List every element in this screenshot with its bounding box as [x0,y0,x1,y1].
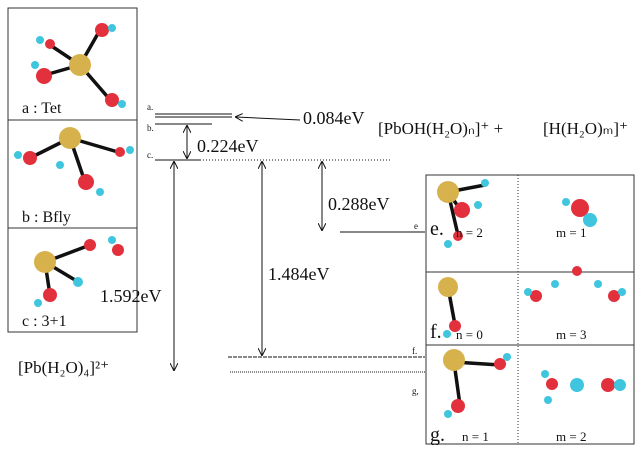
panel-label: e. [430,218,444,240]
n-label: n = 0 [456,327,483,342]
level-label: g, [412,386,419,396]
panel-label: a : Tet [22,100,62,117]
energy-label: 1.484eV [268,264,330,284]
energy-label: 1.592eV [100,286,162,306]
panel-label: b : Bfly [22,209,71,226]
panel-label: g. [430,424,445,445]
left-panels [8,8,137,332]
energy-label: 0.084eV [303,108,365,128]
product-label: [PbOH(H₂O)ₙ]⁺ + [378,119,503,138]
reactant-label: [Pb(H₂O)₄]²⁺ [18,358,109,377]
panel-label: f. [430,321,442,343]
molecules-left [14,23,134,307]
m-label: m = 2 [556,429,586,444]
level-label: f. [412,346,417,356]
level-label: a. [147,102,153,112]
n-label: n = 2 [456,225,483,240]
energy-levels [155,114,425,372]
m-label: m = 3 [556,327,586,342]
product-label: [H(H₂O)ₘ]⁺ [543,119,628,138]
level-label: c. [147,150,153,160]
panel-label: c : 3+1 [22,313,67,330]
energy-label: 0.288eV [328,194,390,214]
m-label: m = 1 [556,225,586,240]
diagram: a : Tet b : Bfly c : 3+1 a. b. c. e f. g… [0,0,644,445]
level-label: b. [147,123,154,133]
level-label: e [414,221,418,231]
molecules-right [437,179,626,418]
energy-label: 0.224eV [197,136,259,156]
n-label: n = 1 [462,429,489,444]
